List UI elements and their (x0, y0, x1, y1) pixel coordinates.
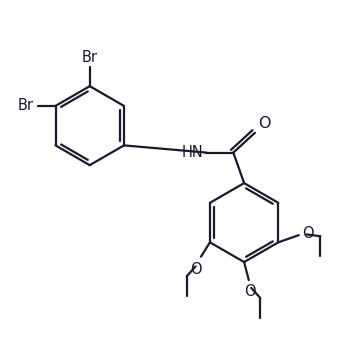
Text: O: O (302, 226, 313, 241)
Text: Br: Br (82, 50, 98, 65)
Text: O: O (244, 284, 255, 299)
Text: O: O (258, 116, 270, 131)
Text: Br: Br (18, 98, 34, 113)
Text: HN: HN (182, 145, 204, 160)
Text: O: O (190, 262, 201, 277)
